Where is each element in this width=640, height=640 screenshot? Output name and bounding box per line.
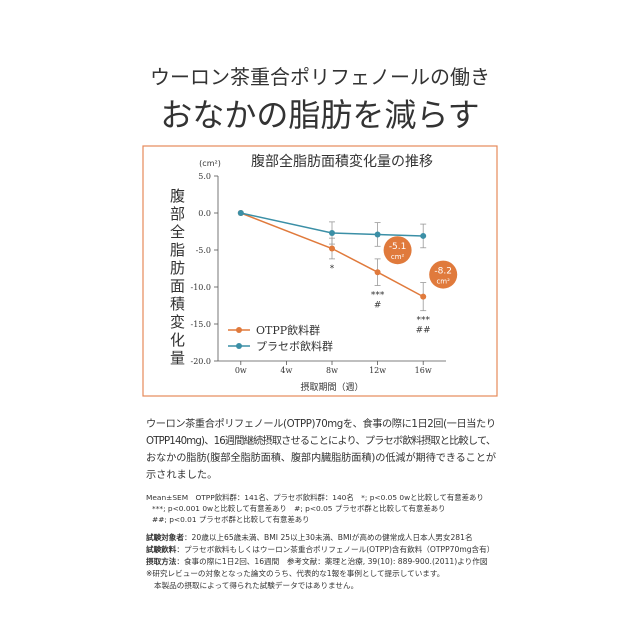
y-unit: (cm²) [199, 159, 221, 168]
disclaimer-line: ※研究レビューの対象となった論文のうち、代表的な1報を事例として提示しています。 [146, 568, 444, 578]
significance-mark: *** [416, 316, 430, 326]
body-line: おなかの脂肪(腹部全脂肪面積、腹部内臓脂肪面積)の低減が期待できることが [146, 451, 496, 464]
chart-title: 腹部全脂肪面積変化量の推移 [251, 153, 433, 170]
detail-text: ：プラセボ飲料もしくはウーロン茶重合ポリフェノール(OTPP)含有飲料（OTPP… [176, 544, 494, 554]
detail-line: 試験飲料：プラセボ飲料もしくはウーロン茶重合ポリフェノール(OTPP)含有飲料（… [146, 544, 494, 554]
legend-marker [236, 327, 242, 333]
chart-frame [142, 145, 498, 397]
callout-unit: cm² [391, 253, 405, 261]
series-line [240, 212, 424, 298]
y-tick-label: -20.0 [190, 357, 211, 366]
significance-mark: # [374, 301, 382, 311]
y-tick-label: 0.0 [198, 209, 211, 218]
body-line: OTPP140mg)、16週間継続摂取させることにより、プラセボ飲料摂取と比較し… [146, 434, 496, 447]
legend-marker [236, 343, 242, 349]
data-point [329, 245, 335, 252]
callout-badge [429, 260, 458, 289]
y-tick-label: -15.0 [190, 320, 211, 329]
callout-unit: cm² [436, 278, 450, 286]
title: おなかの脂肪を減らす [160, 96, 479, 134]
callout-value: -8.2 [434, 267, 452, 277]
stats-line: ##; p<0.01 プラセボ群と比較して有意差あり [152, 515, 310, 524]
data-point [374, 269, 381, 276]
body-line: ウーロン茶重合ポリフェノール(OTPP)70mgを、食事の際に1日2回(一日当た… [146, 417, 496, 430]
notes: ウーロン茶重合ポリフェノール(OTPP)70mgを、食事の際に1日2回(一日当た… [146, 417, 496, 590]
callout-value: -5.1 [389, 242, 407, 252]
y-axis-label: 腹部全脂肪面積変化量 [168, 188, 186, 368]
disclaimer-line: 本製品の摂取によって得られた試験データではありません。 [154, 580, 358, 590]
body-line: 示されました。 [146, 469, 217, 481]
y-tick-label: 5.0 [198, 172, 211, 181]
x-tick-label: 4w [280, 366, 292, 375]
x-tick-label: 16w [415, 366, 432, 375]
significance-mark: *** [371, 291, 385, 301]
detail-label: 試験飲料 [146, 544, 177, 554]
significance-mark: * [330, 264, 335, 274]
x-axis-label: 摂取期間（週） [300, 381, 363, 393]
detail-line: 摂取方法：食事の際に1日2回、16週間 参考文献：薬理と治療, 39(10): … [146, 556, 487, 566]
y-tick-label: -10.0 [190, 283, 211, 292]
data-point [420, 293, 427, 300]
data-point [329, 229, 335, 236]
detail-label: 摂取方法 [146, 556, 177, 566]
x-tick-label: 0w [235, 366, 247, 375]
detail-text: ：食事の際に1日2回、16週間 参考文献：薬理と治療, 39(10): 889-… [176, 556, 487, 566]
data-point [237, 210, 244, 216]
data-point [420, 232, 427, 239]
detail-text: ：20歳以上65歳未満、BMI 25以上30未満、BMIが高めの健常成人日本人男… [184, 532, 473, 542]
detail-label: 試験対象者 [146, 532, 184, 542]
x-tick-label: 12w [369, 366, 386, 375]
series-line [240, 212, 424, 237]
legend-label: OTPP飲料群 [256, 323, 320, 337]
stats-line: Mean±SEM OTPP飲料群：141名、プラセボ飲料群：140名 *; p<… [146, 493, 484, 502]
data-point [374, 231, 381, 238]
significance-mark: ## [416, 326, 431, 336]
legend-label: プラセボ飲料群 [256, 339, 333, 353]
y-tick-label: -5.0 [196, 246, 211, 255]
x-tick-label: 8w [326, 366, 338, 375]
callout-badge [383, 236, 412, 265]
subtitle: ウーロン茶重合ポリフェノールの働き [150, 65, 490, 89]
stats-line: ***; p<0.001 0wと比較して有意差あり #; p<0.05 プラセボ… [152, 504, 446, 513]
detail-line: 試験対象者：20歳以上65歳未満、BMI 25以上30未満、BMIが高めの健常成… [146, 532, 473, 542]
